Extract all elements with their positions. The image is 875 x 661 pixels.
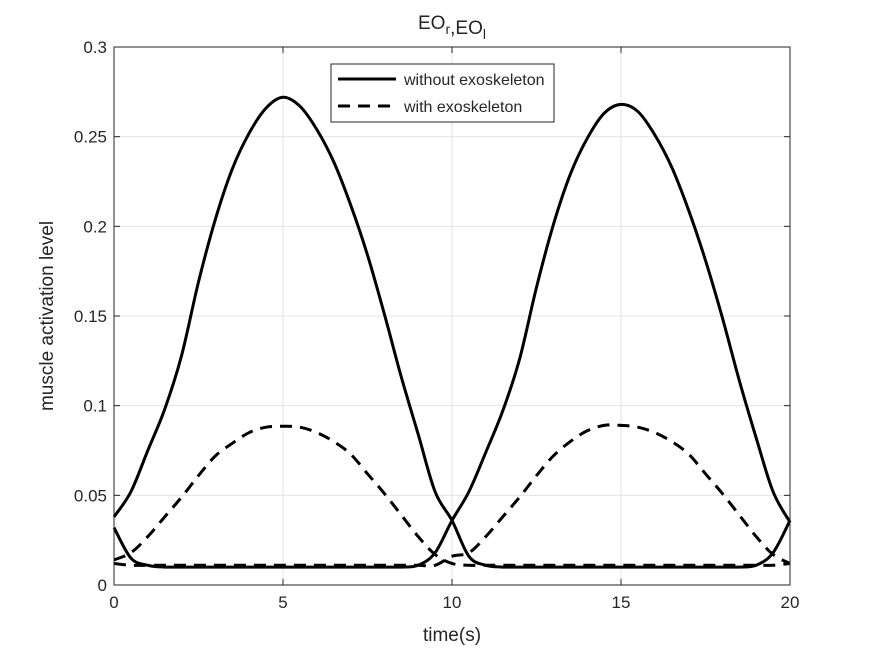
series-lines [112,95,792,569]
y-tick-label: 0.15 [74,307,107,326]
x-tick-label: 15 [612,593,631,612]
legend: without exoskeleton with exoskeleton [330,63,555,123]
ticks: 0 5 10 15 20 0 0.05 0.1 0.15 0.2 0.25 0.3 [74,38,800,612]
chart-title: EOr,EOl [418,13,486,42]
series-with-exoskeleton-2 [113,424,791,567]
y-tick-label: 0.2 [83,217,107,236]
x-axis-label: time(s) [423,625,481,646]
legend-box [330,63,555,123]
series-without-exoskeleton-1 [112,102,792,569]
y-tick-label: 0.05 [74,486,107,505]
series-without-exoskeleton-0 [112,95,792,569]
x-tick-label: 5 [278,593,287,612]
legend-label-with: with exoskeleton [403,99,522,116]
grid [113,46,791,586]
series-with-exoskeleton-3 [113,423,791,568]
x-tick-label: 0 [109,593,118,612]
y-tick-label: 0 [98,576,107,595]
x-tick-label: 10 [443,593,462,612]
y-tick-label: 0.25 [74,128,107,147]
y-axis-label: muscle activation level [37,221,58,411]
x-tick-label: 20 [781,593,800,612]
y-tick-label: 0.1 [83,397,107,416]
y-tick-label: 0.3 [83,38,107,57]
legend-label-without: without exoskeleton [403,72,545,89]
